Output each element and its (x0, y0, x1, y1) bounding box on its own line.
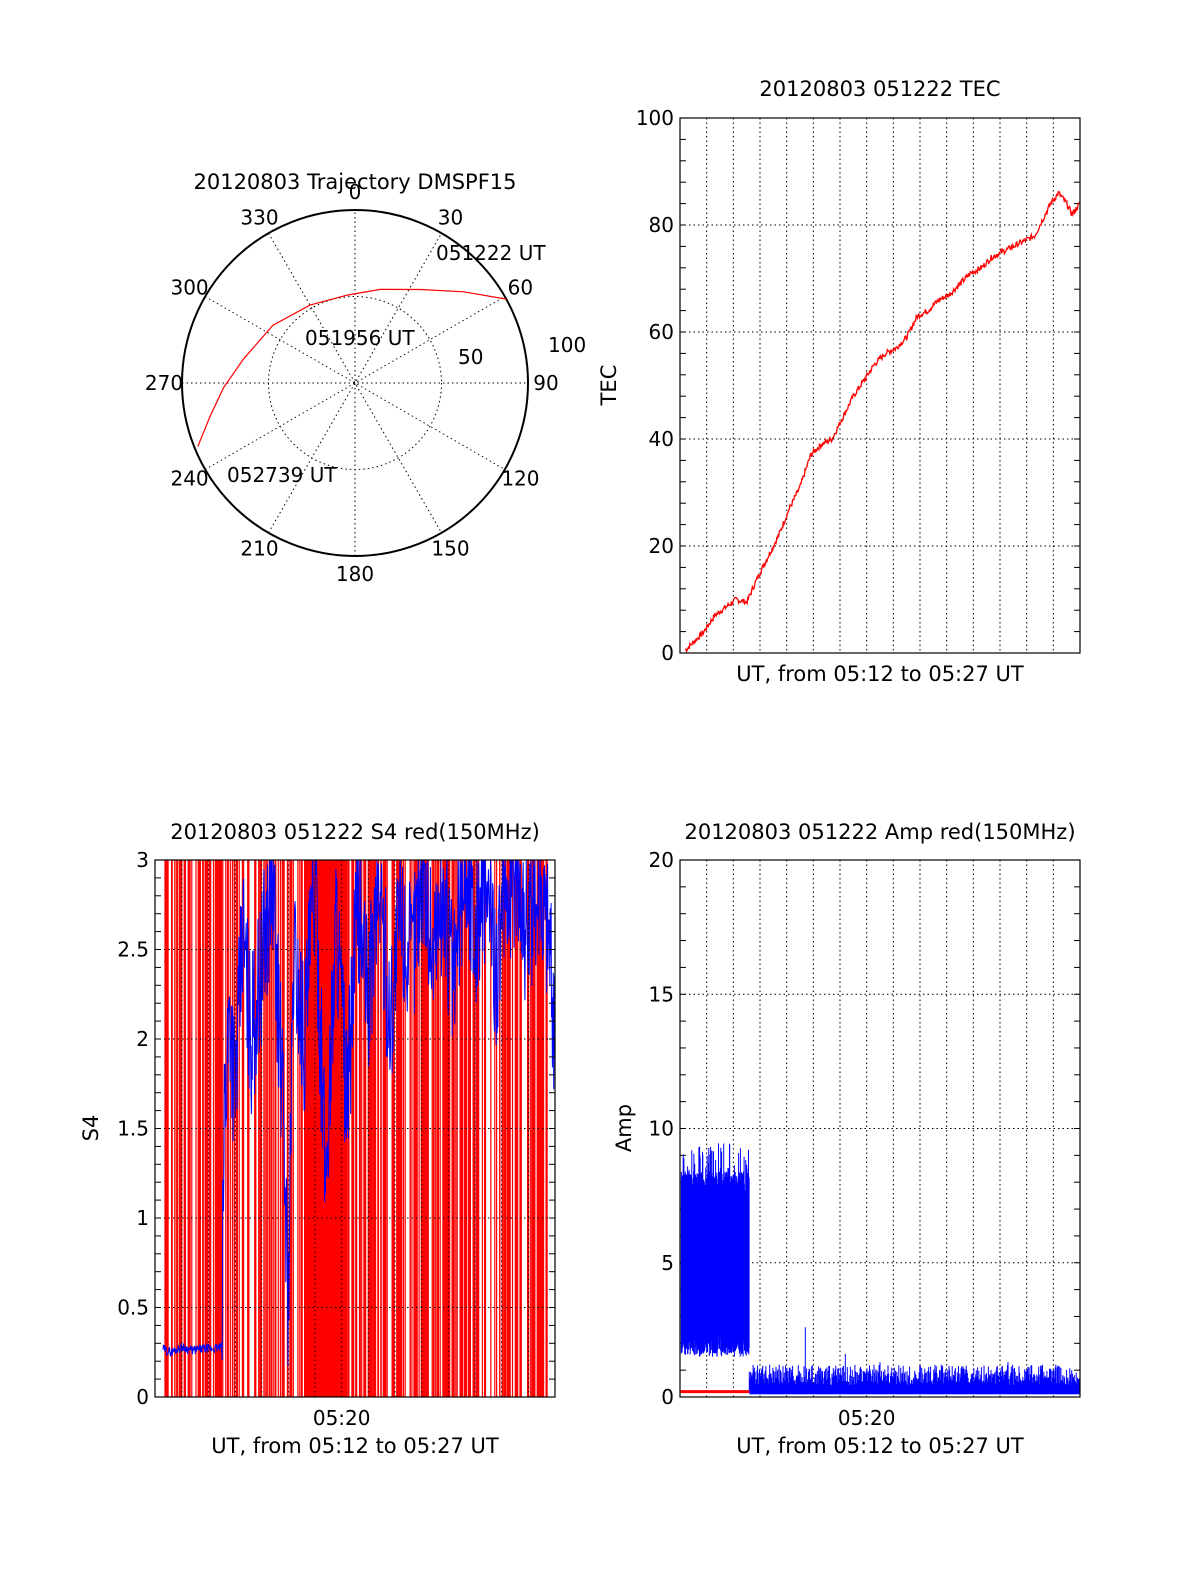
polar-angle-tick: 300 (170, 276, 208, 300)
polar-angle-tick: 120 (501, 467, 539, 491)
s4-grid (155, 860, 555, 1397)
polar-angle-ticks: 0 30 60 90 120 150 180 210 240 270 300 330 (145, 180, 559, 586)
annotation-mid-time: 051956 UT (305, 326, 415, 350)
polar-spoke (204, 296, 506, 470)
annotation-start-time: 051222 UT (436, 241, 546, 265)
polar-angle-tick: 60 (508, 276, 533, 300)
y-tick-label: 100 (636, 106, 674, 130)
y-tick-label: 0 (136, 1385, 149, 1409)
polar-angle-tick: 0 (349, 180, 362, 204)
y-tick-label: 10 (649, 1117, 674, 1141)
amp-y-label: Amp (612, 1104, 636, 1152)
y-tick-label: 1 (136, 1206, 149, 1230)
polar-spoke (204, 296, 506, 470)
tec-series-line (684, 190, 1081, 654)
amp-plot-frame (679, 859, 1081, 1398)
polar-angle-tick: 210 (240, 536, 278, 560)
y-tick-label: 2.5 (117, 938, 149, 962)
polar-angle-tick: 30 (438, 206, 463, 230)
s4-x-label: UT, from 05:12 to 05:27 UT (211, 1434, 499, 1458)
polar-angle-tick: 270 (145, 371, 183, 395)
polar-angle-tick: 330 (240, 206, 278, 230)
polar-angle-tick: 240 (170, 467, 208, 491)
annotation-end-time: 052739 UT (227, 463, 337, 487)
polar-title: 20120803 Trajectory DMSPF15 (193, 170, 516, 194)
s4-y-ticks: 0 0.5 1 1.5 2 2.5 3 (117, 848, 149, 1409)
polar-inner-circle (268, 296, 442, 470)
y-tick-label: 0.5 (117, 1296, 149, 1320)
tec-chart: 20120803 051222 TEC 0 20 40 60 80 100 TEC UT,… (597, 77, 1081, 686)
y-tick-label: 5 (661, 1251, 674, 1275)
y-tick-label: 0 (661, 1385, 674, 1409)
amp-x-label: UT, from 05:12 to 05:27 UT (736, 1434, 1024, 1458)
s4-y-label: S4 (79, 1115, 103, 1142)
y-tick-label: 20 (649, 534, 674, 558)
s4-chart: 20120803 051222 S4 red(150MHz) 0 0.5 1 1.5 2… (79, 820, 556, 1458)
polar-angle-tick: 90 (533, 371, 558, 395)
y-tick-label: 60 (649, 320, 674, 344)
y-tick-label: 80 (649, 213, 674, 237)
amp-blue-floor (749, 1384, 1080, 1395)
amp-chart: 20120803 051222 Amp red(150MHz) 0 5 10 15 20… (612, 820, 1081, 1458)
tec-y-label: TEC (597, 365, 621, 407)
y-tick-label: 1.5 (117, 1117, 149, 1141)
y-tick-label: 2 (136, 1027, 149, 1051)
polar-radial-tick-50: 50 (458, 345, 483, 369)
polar-trajectory-chart: 20120803 Trajectory DMSPF15 0 30 60 90 120 15… (145, 170, 586, 586)
polar-grid (181, 209, 529, 557)
trajectory-track (197, 288, 507, 447)
amp-blue-trace (680, 1143, 1080, 1393)
amp-y-ticks: 0 5 10 15 20 (649, 848, 674, 1409)
amp-x-tick-0520: 05:20 (838, 1406, 896, 1430)
tec-x-label: UT, from 05:12 to 05:27 UT (736, 662, 1024, 686)
y-tick-label: 20 (649, 848, 674, 872)
s4-plot-frame (154, 859, 556, 1398)
y-tick-label: 3 (136, 848, 149, 872)
polar-spoke (268, 232, 442, 534)
amp-blue-series (680, 1143, 1080, 1395)
y-tick-label: 15 (649, 982, 674, 1006)
tec-grid (680, 118, 1080, 653)
s4-x-tick-0520: 05:20 (313, 1406, 371, 1430)
polar-radial-tick-100: 100 (548, 333, 586, 357)
polar-angle-tick: 180 (336, 562, 374, 586)
polar-spoke (268, 232, 442, 534)
tec-plot-frame (679, 117, 1081, 654)
y-tick-label: 40 (649, 427, 674, 451)
tec-y-ticks: 0 20 40 60 80 100 (636, 106, 674, 665)
s4-title: 20120803 051222 S4 red(150MHz) (170, 820, 540, 844)
amp-title: 20120803 051222 Amp red(150MHz) (684, 820, 1075, 844)
tec-title: 20120803 051222 TEC (759, 77, 1000, 101)
y-tick-label: 0 (661, 641, 674, 665)
polar-angle-tick: 150 (431, 536, 469, 560)
